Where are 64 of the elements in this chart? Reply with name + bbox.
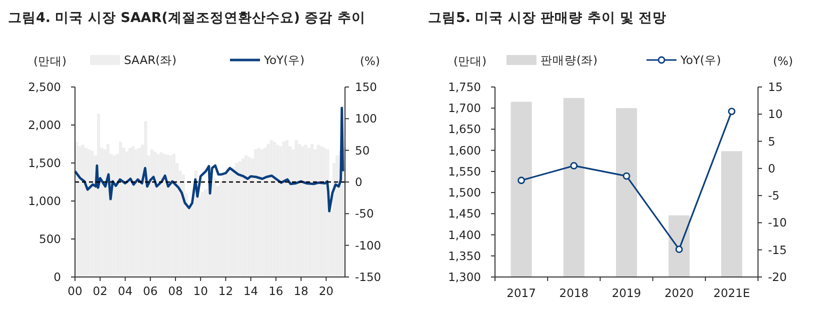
x-tick-label: 2018: [559, 286, 589, 300]
y2-tick-label: -15: [768, 242, 787, 257]
y2-tick-label: 50: [355, 143, 370, 158]
y-tick-label: 1,450: [448, 206, 481, 221]
y-tick-label: 500: [39, 232, 61, 246]
chart-title: 그림5. 미국 시장 판매량 추이 및 전망: [428, 10, 667, 26]
x-tick-label: 20: [318, 284, 334, 298]
x-tick-label: 00: [68, 284, 82, 298]
y-axis-title: (만대): [34, 54, 66, 68]
y-tick-label: 1,700: [448, 101, 481, 116]
y2-tick-label: -150: [355, 270, 382, 284]
y2-tick-label: -100: [355, 238, 382, 252]
x-tick-label: 2019: [612, 286, 642, 300]
x-tick-label: 04: [118, 284, 133, 298]
y2-axis-title: (%): [773, 54, 793, 68]
y-tick-label: 1,000: [28, 194, 61, 208]
y-tick-label: 1,400: [448, 228, 481, 242]
y-tick-label: 1,550: [448, 164, 481, 178]
y2-tick-label: 10: [768, 107, 783, 122]
y-tick-label: 1,600: [448, 143, 481, 158]
chart-title: 그림4. 미국 시장 SAAR(계절조정연환산수요) 증감 추이: [8, 10, 366, 26]
y-tick-label: 1,350: [448, 248, 481, 263]
y-tick-label: 2,500: [28, 80, 61, 94]
x-tick-label: 10: [193, 284, 208, 298]
x-tick-label: 12: [218, 284, 234, 298]
y2-tick-label: 0: [355, 175, 362, 189]
legend-label: 판매량(좌): [540, 53, 598, 67]
y2-tick-label: -50: [355, 206, 374, 221]
y-tick-label: 1,500: [448, 186, 481, 200]
y-tick-label: 2,000: [28, 118, 61, 132]
y-tick-label: 1,500: [28, 156, 61, 170]
x-tick-label: 14: [243, 284, 258, 298]
x-tick-label: 2017: [506, 286, 536, 300]
legend-label: SAAR(좌): [124, 53, 177, 67]
y-axis-title: (만대): [454, 54, 486, 68]
line-series: [74, 106, 344, 212]
x-tick-label: 06: [143, 284, 158, 298]
legend-label: YoY(우): [263, 53, 305, 67]
point: [518, 176, 525, 184]
x-tick-label: 16: [268, 284, 284, 298]
x-tick-label: 08: [168, 284, 183, 298]
y2-tick-label: 0: [768, 161, 776, 176]
y2-tick-label: 5: [768, 134, 776, 148]
y2-axis-title: (%): [360, 54, 380, 68]
point: [622, 172, 630, 180]
y-tick-label: 1,750: [448, 80, 481, 94]
y-tick-label: 1,650: [448, 122, 481, 136]
bar: [336, 155, 339, 277]
x-tick-label: 02: [92, 284, 108, 298]
y2-tick-label: -10: [768, 216, 787, 230]
y2-tick-label: 100: [355, 112, 377, 126]
y2-tick-label: -20: [768, 270, 787, 284]
point: [675, 246, 683, 254]
y-tick-label: 1,300: [448, 270, 481, 284]
point: [570, 162, 578, 170]
y2-tick-label: -5: [768, 188, 780, 203]
x-tick-label: 2021E: [713, 286, 750, 300]
legend-label: YoY(우): [680, 53, 722, 67]
y-tick-label: 0: [54, 270, 61, 284]
y2-tick-label: 15: [768, 80, 783, 94]
x-tick-label: 18: [294, 284, 308, 298]
point: [728, 108, 736, 116]
y2-tick-label: 150: [355, 80, 377, 94]
x-tick-label: 2020: [664, 286, 694, 300]
